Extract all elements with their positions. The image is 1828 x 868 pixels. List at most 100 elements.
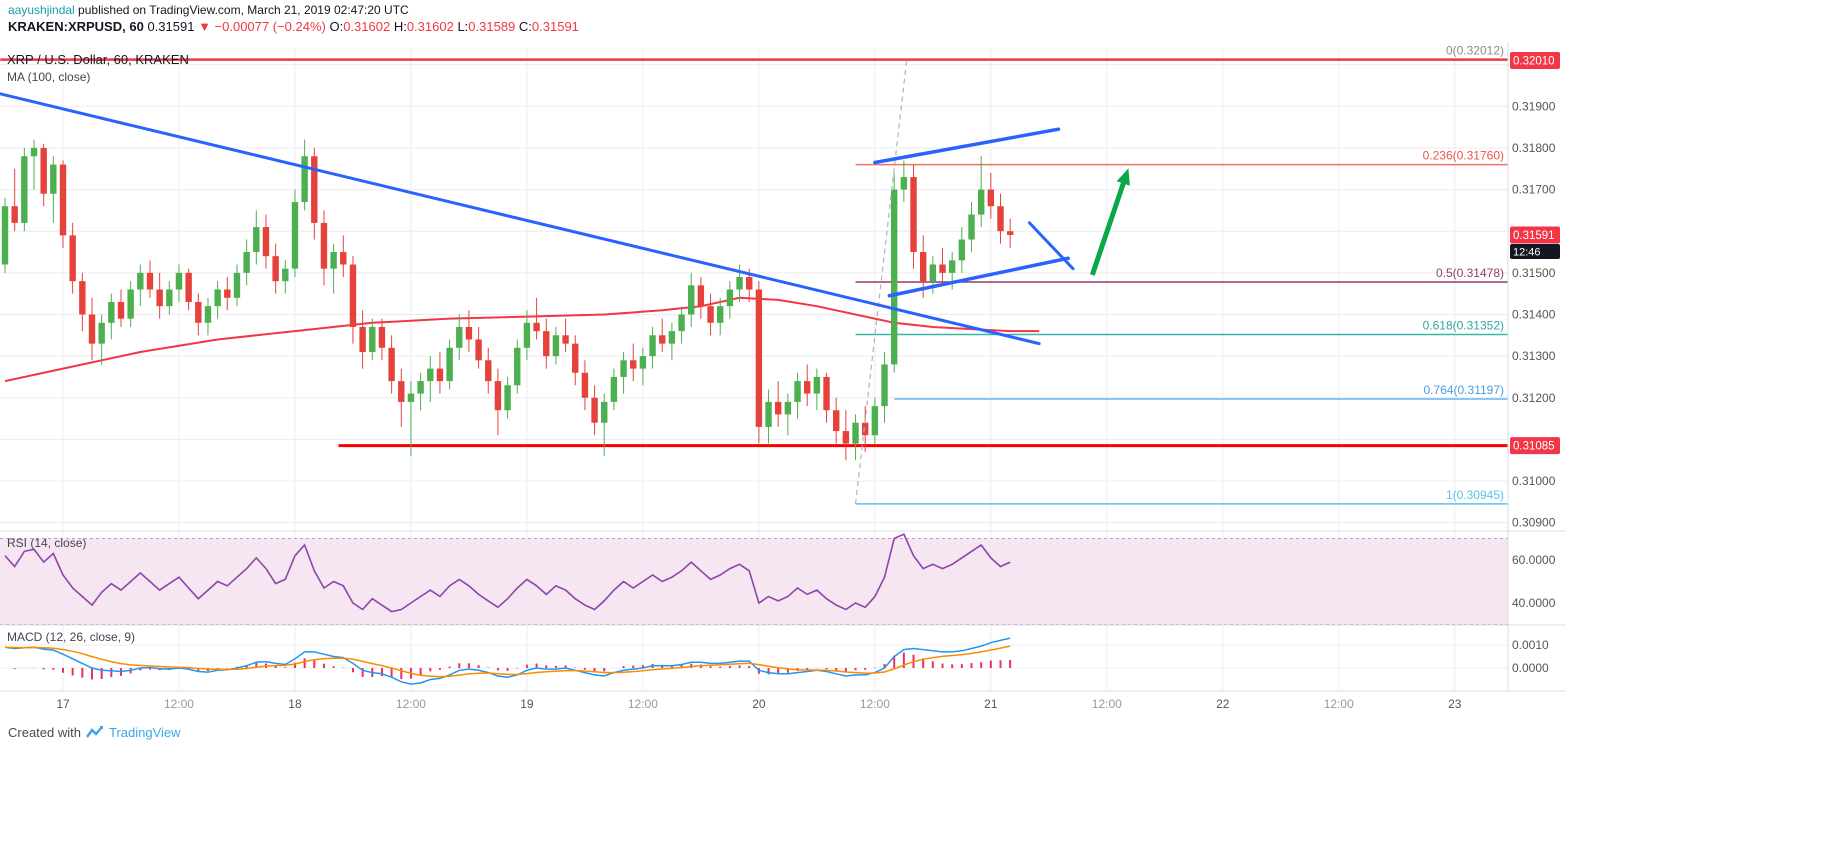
price-badge-text: 0.31085 xyxy=(1513,441,1555,453)
price-tick-label: 0.31200 xyxy=(1512,391,1556,405)
candle-body xyxy=(910,177,917,253)
trendlines xyxy=(0,92,1075,346)
anchor xyxy=(854,59,908,505)
candle-body xyxy=(233,272,241,298)
candle-body xyxy=(552,335,560,357)
candle-body xyxy=(369,326,376,352)
candle-body xyxy=(726,289,734,307)
candle-body xyxy=(11,206,18,223)
candle-body xyxy=(320,222,328,269)
price-tick-label: 0.31300 xyxy=(1512,349,1556,363)
countdown-badge xyxy=(1510,243,1560,259)
candle-body xyxy=(813,376,821,394)
countdown-text: 12:46 xyxy=(1513,246,1541,258)
candle-body xyxy=(601,401,608,423)
candle-body xyxy=(69,235,76,282)
price-change: ▼ −0.00077 (−0.24%) xyxy=(198,19,326,34)
fib-levels: 0(0.32012) 0.236(0.31760) 0.5(0.31478) 0.61… xyxy=(0,44,1508,505)
macd-tick-label: 0.0000 xyxy=(1512,661,1549,675)
candle-body xyxy=(146,272,154,290)
candle-body xyxy=(746,277,753,290)
ohlc-value: 0.31602 xyxy=(343,19,391,34)
candle-body xyxy=(543,331,550,357)
candle-body xyxy=(1,206,9,265)
time-tick-label: 12:00 xyxy=(164,697,194,711)
author-link[interactable]: aayushjindal xyxy=(8,3,75,17)
candle-body xyxy=(610,376,618,402)
time-tick-label: 20 xyxy=(752,697,766,711)
main-pane-title: XRP / U.S. Dollar, 60, KRAKEN xyxy=(7,52,189,67)
candle-body xyxy=(987,189,995,207)
candle-body xyxy=(262,227,270,257)
price-tick-label: 0.30900 xyxy=(1512,516,1556,530)
candle-body xyxy=(485,360,492,382)
ohlc-value: 0.31602 xyxy=(406,19,454,34)
price-tick-label: 0.31400 xyxy=(1512,307,1556,321)
candle-body xyxy=(407,393,415,402)
candle-body xyxy=(668,331,676,344)
candle-body xyxy=(282,268,289,282)
candle-body xyxy=(253,227,260,253)
candle-body xyxy=(523,322,531,348)
fib-anchor-line xyxy=(854,59,908,505)
time-tick-label: 21 xyxy=(984,697,998,711)
candle-body xyxy=(301,156,308,203)
tradingview-brand-link[interactable]: TradingView xyxy=(108,725,181,740)
rsi-tick-label: 60.0000 xyxy=(1512,553,1556,567)
candle-body xyxy=(659,335,666,344)
price-tick-label: 0.31500 xyxy=(1512,266,1556,280)
candle-body xyxy=(330,252,337,269)
candle-body xyxy=(562,335,569,344)
candle-body xyxy=(823,376,830,411)
candle-body xyxy=(620,360,627,377)
time-tick-label: 12:00 xyxy=(1092,697,1122,711)
candle-body xyxy=(494,381,502,411)
candle-body xyxy=(919,252,927,282)
price-badge xyxy=(1510,437,1560,455)
candle-body xyxy=(630,360,637,369)
candle-body xyxy=(243,252,250,273)
candle-body xyxy=(175,272,183,290)
created-with-text: Created with xyxy=(8,725,81,740)
trendline xyxy=(0,92,1041,346)
candle-body xyxy=(1006,231,1014,235)
candle-body xyxy=(108,301,115,323)
ohlc-label: O: xyxy=(325,19,344,34)
candle-body xyxy=(21,156,28,223)
candle-body xyxy=(678,314,685,332)
rsi-band xyxy=(0,538,1508,625)
candle-body xyxy=(224,289,231,298)
tradingview-logo-icon[interactable] xyxy=(86,725,104,740)
macd xyxy=(4,637,1012,685)
candle-body xyxy=(195,301,202,323)
candle-body xyxy=(591,397,598,423)
candle-body xyxy=(214,289,221,307)
time-tick-label: 17 xyxy=(56,697,70,711)
time-axis: 17 12:00 18 12:00 19 12:00 20 12:00 21 12:00 22 12:… xyxy=(56,697,1461,711)
trendline xyxy=(873,127,1061,165)
candle-body xyxy=(117,301,125,319)
price-tick-label: 0.31800 xyxy=(1512,141,1556,155)
time-tick-label: 12:00 xyxy=(860,697,890,711)
candle-body xyxy=(30,147,38,157)
fib-label: 0.618(0.31352) xyxy=(1423,318,1504,332)
legend-line: KRAKEN:XRPUSD, 60 0.31591 ▼ −0.00077 (−0… xyxy=(8,19,579,34)
candle-body xyxy=(639,356,647,369)
candle-body xyxy=(311,156,318,223)
candle-body xyxy=(794,381,801,402)
candle-body xyxy=(514,347,521,386)
candle-body xyxy=(446,347,453,382)
fib-label: 0.236(0.31760) xyxy=(1423,149,1504,163)
candle-body xyxy=(166,289,173,307)
candle-body xyxy=(465,326,473,340)
price-tick-label: 0.31000 xyxy=(1512,474,1556,488)
candle-body xyxy=(707,306,714,323)
candle-body xyxy=(939,264,946,273)
candle-body xyxy=(833,410,840,432)
candle-body xyxy=(359,326,366,352)
candle-body xyxy=(40,147,47,194)
candle-body xyxy=(272,256,279,282)
macd-pane-title: MACD (12, 26, close, 9) xyxy=(7,630,136,644)
